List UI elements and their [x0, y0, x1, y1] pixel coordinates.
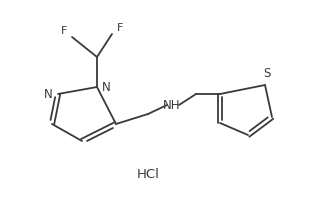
Text: S: S — [263, 67, 271, 80]
Text: F: F — [117, 23, 123, 33]
Text: NH: NH — [163, 99, 181, 112]
Text: N: N — [102, 81, 111, 94]
Text: HCl: HCl — [136, 168, 159, 181]
Text: F: F — [61, 26, 67, 36]
Text: N: N — [44, 88, 53, 101]
